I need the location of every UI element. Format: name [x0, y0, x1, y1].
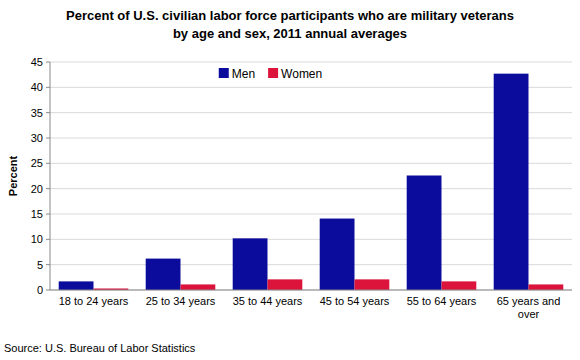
bars — [59, 74, 564, 290]
tick-mark — [46, 188, 50, 189]
y-axis-label: Percent — [7, 155, 19, 196]
legend-label: Women — [281, 67, 322, 81]
category-label: 25 to 34 years — [146, 295, 216, 307]
bar — [407, 175, 442, 290]
tick-mark — [46, 239, 50, 240]
tick-label: 0 — [37, 284, 43, 296]
text-line: Percent of U.S. civilian labor force par… — [66, 8, 514, 23]
tick-label: 45 — [31, 56, 43, 68]
tick-mark — [46, 112, 50, 113]
tick-mark — [46, 87, 50, 88]
legend-swatch — [219, 68, 229, 78]
x-axis — [50, 290, 572, 291]
bar — [529, 284, 564, 290]
bar — [59, 281, 94, 290]
legend-swatch — [268, 68, 278, 78]
tick-label: 25 — [31, 157, 43, 169]
bar — [146, 259, 181, 290]
tick-mark — [46, 62, 50, 63]
text-line: 65 years and — [497, 295, 561, 307]
tick-label: 10 — [31, 233, 43, 245]
bar — [494, 74, 529, 290]
source: Source: U.S. Bureau of Labor Statistics — [4, 342, 196, 354]
text-line: 45 to 54 years — [320, 295, 390, 307]
tick-label: 15 — [31, 208, 43, 220]
bar — [442, 281, 477, 290]
bar — [181, 284, 216, 290]
tick-mark — [46, 214, 50, 215]
bar — [320, 219, 355, 290]
grid-line — [50, 62, 572, 63]
category-label: 65 years andover — [497, 295, 561, 320]
legend: Men Women — [219, 67, 322, 81]
text-line: by age and sex, 2011 annual averages — [173, 26, 407, 41]
tick-mark — [46, 163, 50, 164]
text-line: over — [518, 308, 540, 320]
grid-line — [50, 290, 572, 291]
tick-mark — [46, 138, 50, 139]
bar — [268, 279, 303, 290]
tick-label: 5 — [37, 259, 43, 271]
chart: Percent of U.S. civilian labor force par… — [0, 0, 580, 360]
tick-label: 30 — [31, 132, 43, 144]
category-label: 55 to 64 years — [407, 295, 477, 307]
text-line: 35 to 44 years — [233, 295, 303, 307]
tick-label: 35 — [31, 107, 43, 119]
tick-mark — [46, 290, 50, 291]
category-label: 18 to 24 years — [59, 295, 129, 307]
tick-mark — [46, 264, 50, 265]
text-line: 55 to 64 years — [407, 295, 477, 307]
title: Percent of U.S. civilian labor force par… — [66, 8, 514, 41]
tick-label: 20 — [31, 183, 43, 195]
bar — [355, 279, 390, 290]
category-label: 35 to 44 years — [233, 295, 303, 307]
tick-label: 40 — [31, 81, 43, 93]
text-line: 18 to 24 years — [59, 295, 129, 307]
text-line: 25 to 34 years — [146, 295, 216, 307]
bar — [233, 238, 268, 290]
y-axis — [50, 62, 51, 290]
legend-label: Men — [232, 67, 255, 81]
category-label: 45 to 54 years — [320, 295, 390, 307]
